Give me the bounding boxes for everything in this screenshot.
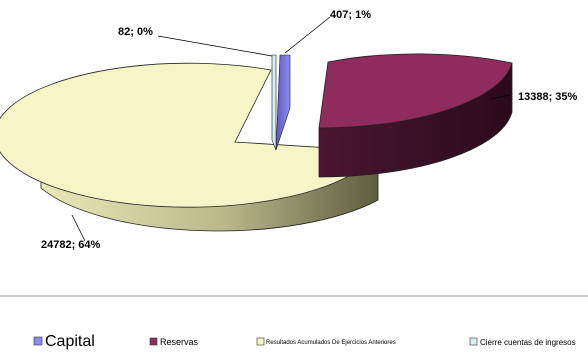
- pie-slice-capital: [275, 54, 291, 151]
- pie-slice-cierre: [271, 54, 277, 151]
- pie-slice-resultados-top: [0, 62, 379, 208]
- data-label-resultados: 24782; 64%: [41, 239, 101, 251]
- legend-label-reservas: Reservas: [160, 337, 199, 347]
- data-label-reservas: 13388; 35%: [518, 91, 578, 103]
- legend-label-cierre: Cierre cuentas de ingresos: [480, 338, 576, 347]
- legend-label-capital: Capital: [45, 333, 95, 350]
- leader-line-reservas: [490, 94, 511, 100]
- legend: Capital Reservas Resultados Acumulados D…: [33, 333, 576, 350]
- pie-slice-reservas-top: [318, 53, 513, 129]
- legend-label-resultados: Resultados Acumulados De Ejercicios Ante…: [266, 340, 396, 346]
- legend-swatch-capital: [33, 336, 43, 346]
- data-label-cierre: 82; 0%: [118, 26, 153, 38]
- leader-line-capital: [284, 16, 331, 54]
- leader-line-resultados: [71, 214, 86, 242]
- data-label-capital: 407; 1%: [330, 9, 371, 21]
- leader-line-cierre: [157, 35, 273, 57]
- legend-swatch-reservas: [149, 337, 158, 346]
- legend-swatch-resultados: [256, 337, 265, 346]
- legend-swatch-cierre: [469, 337, 478, 346]
